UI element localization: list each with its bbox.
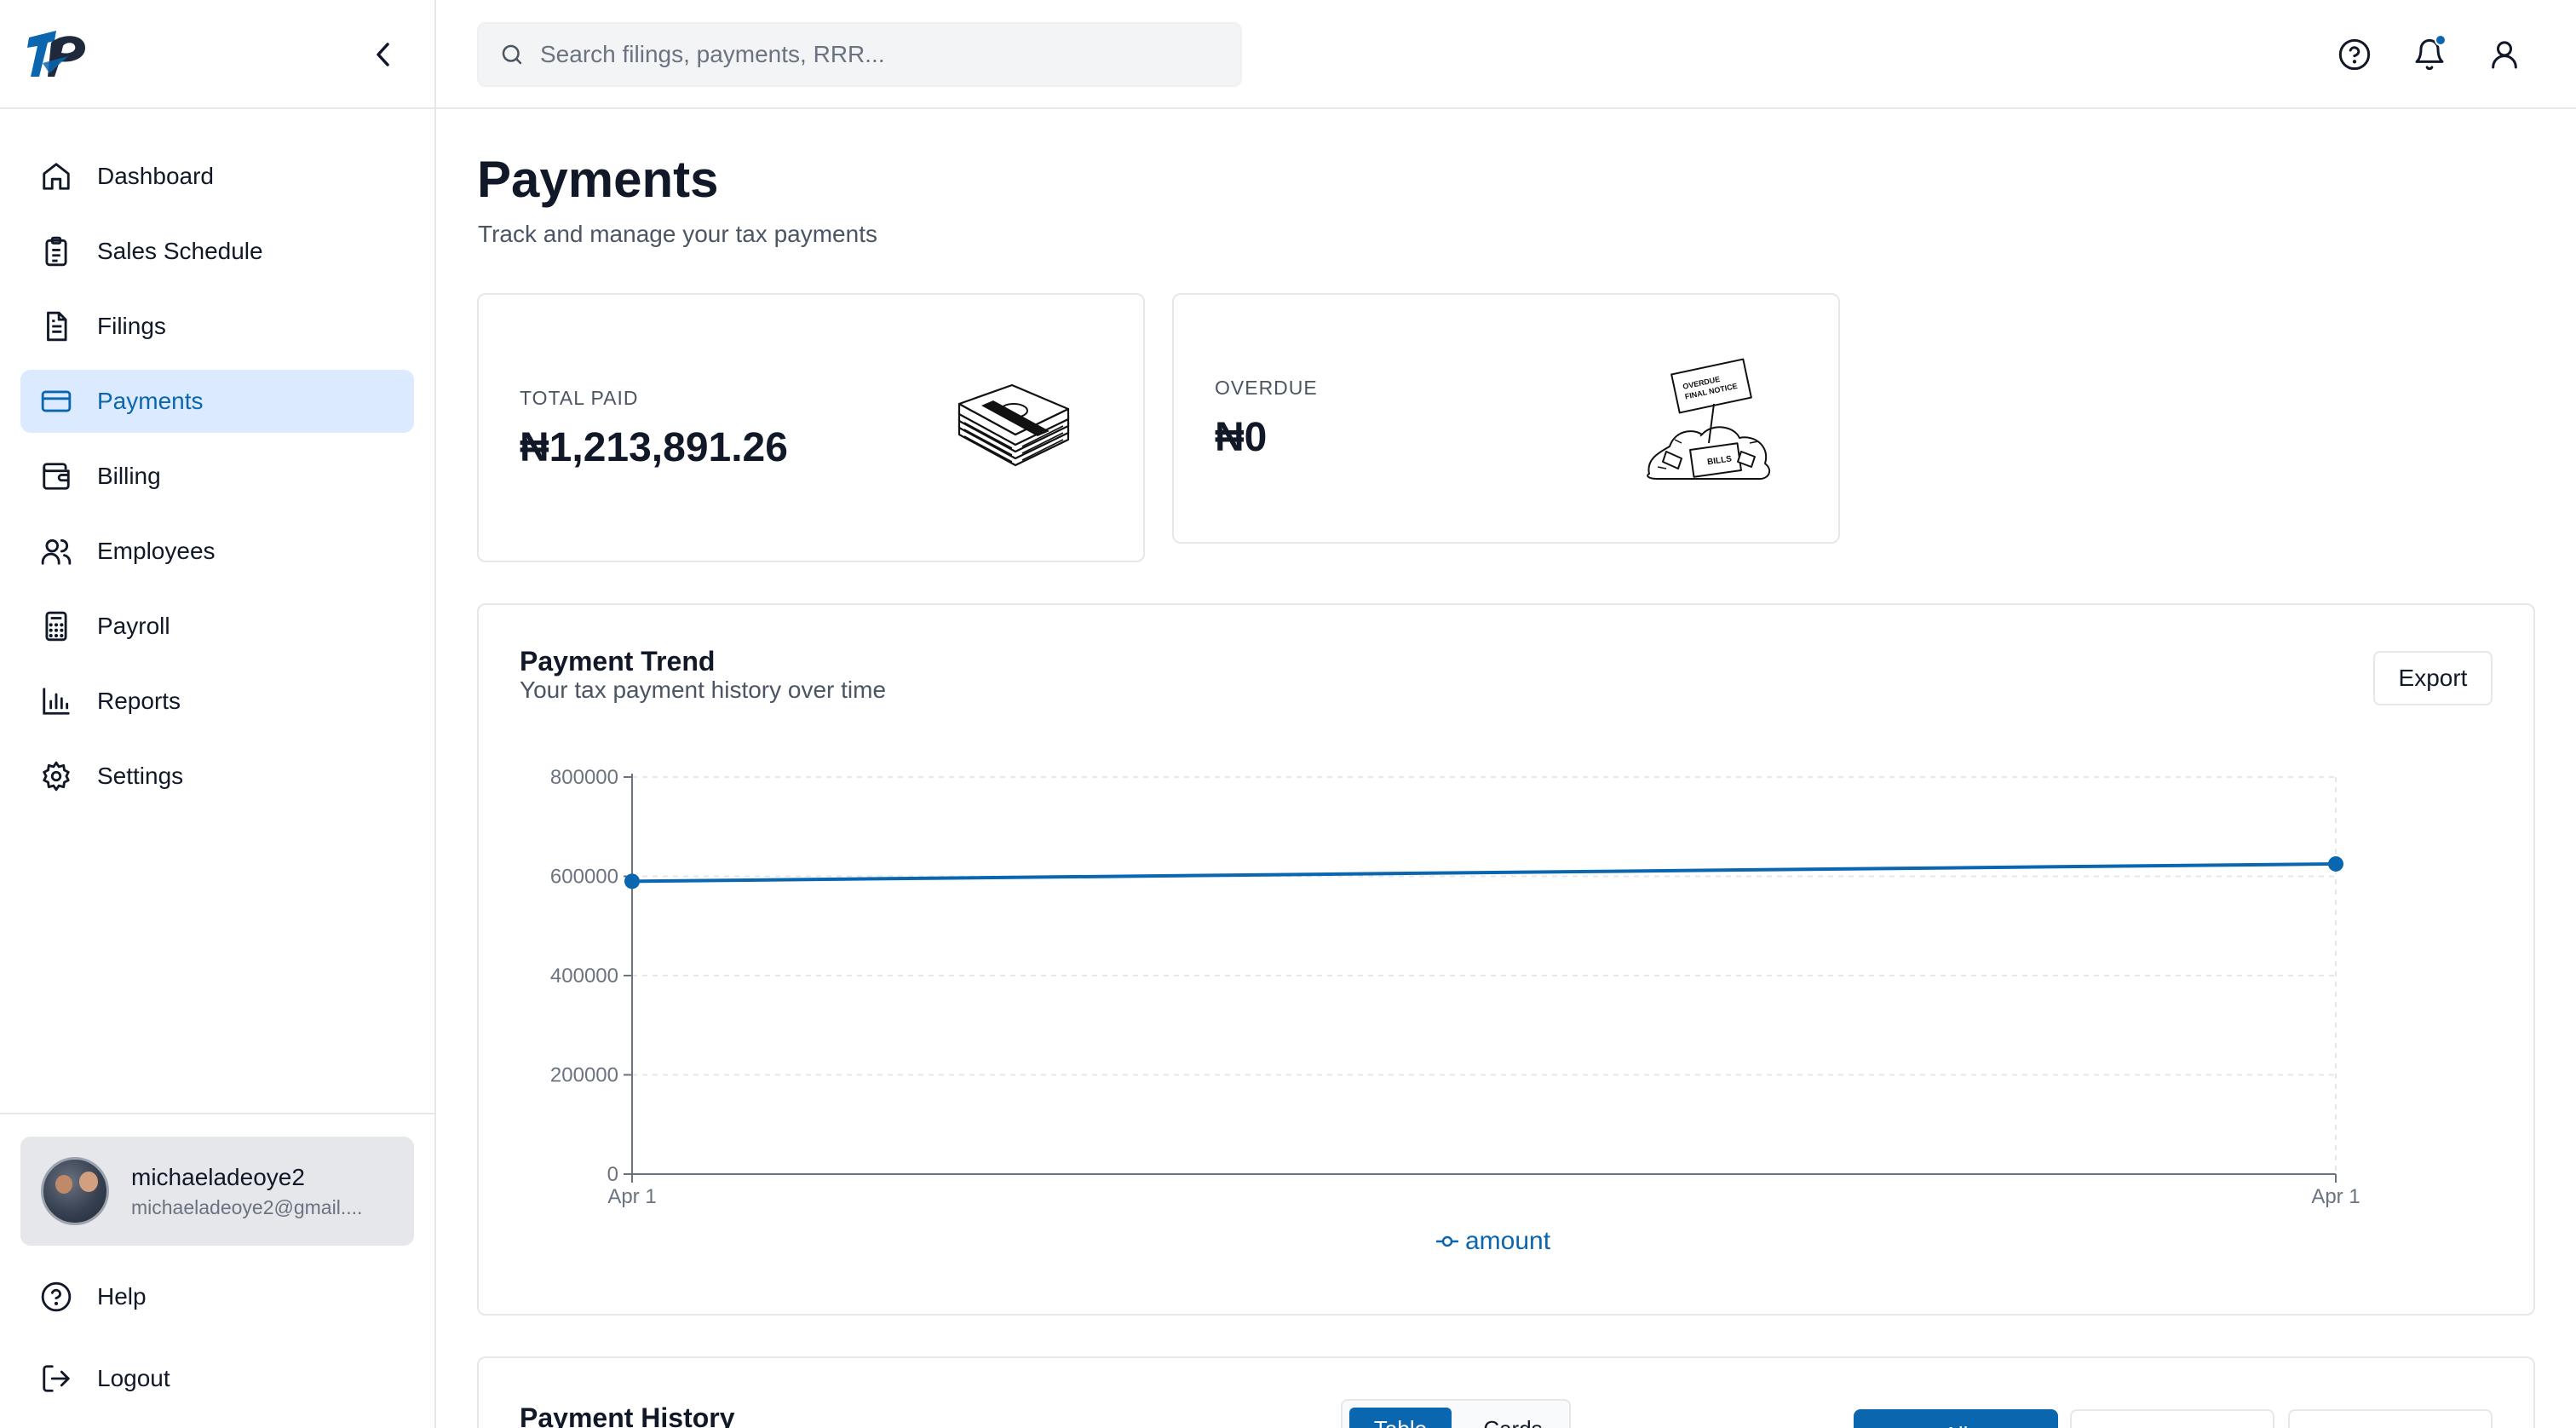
credit-card-icon [39, 384, 73, 418]
wallet-icon [39, 459, 73, 493]
user-info: michaeladeoye2 michaeladeoye2@gmail.... [131, 1164, 362, 1219]
users-icon [39, 534, 73, 568]
overdue-value: ₦0 [1215, 415, 1268, 460]
bills-text: BILLS [1707, 454, 1733, 467]
series-line-amount [631, 861, 2337, 884]
logout-label: Logout [97, 1365, 170, 1391]
view-toggle-table[interactable]: Table [1349, 1408, 1452, 1428]
bell-icon [2415, 38, 2444, 71]
sidebar-item-settings[interactable]: Settings [20, 745, 414, 808]
search-input[interactable] [540, 41, 1222, 68]
y-tick-label: 400000 [550, 964, 618, 988]
y-tick-label: 600000 [550, 866, 618, 889]
collapse-sidebar-button[interactable] [368, 37, 399, 72]
view-toggle: Table Cards [1341, 1399, 1571, 1428]
y-tick-label: 800000 [550, 766, 618, 789]
sidebar-item-label: Billing [97, 463, 161, 489]
logout-icon [39, 1362, 73, 1396]
help-button[interactable] [2336, 36, 2373, 73]
export-button[interactable]: Export [2373, 651, 2493, 705]
total-paid-value: ₦1,213,891.26 [520, 425, 788, 470]
sidebar-item-sales-schedule[interactable]: Sales Schedule [20, 220, 414, 283]
sidebar-item-dashboard[interactable]: Dashboard [20, 145, 414, 208]
legend-label: amount [1465, 1227, 1551, 1255]
avatar [41, 1157, 109, 1225]
x-tick-label: Apr 1 [2311, 1185, 2360, 1208]
notifications-button[interactable] [2411, 34, 2448, 73]
data-point [2328, 855, 2343, 872]
payment-trend-card: Payment Trend Your tax payment history o… [477, 603, 2535, 1316]
chart-subtitle: Your tax payment history over time [520, 677, 887, 703]
history-title: Payment History [520, 1402, 735, 1428]
user-name: michaeladeoye2 [131, 1163, 305, 1190]
payment-trend-chart: 0 200000 400000 600000 800000 Apr 1 Apr 1 [550, 766, 2360, 1208]
sidebar-item-label: Filings [97, 313, 166, 339]
calculator-icon [39, 609, 73, 643]
help-circle-icon [2338, 38, 2371, 71]
sidebar-nav: Dashboard Sales Schedule Filings Payment… [20, 145, 414, 820]
overdue-card: OVERDUE ₦0 OVERDUEFINAL NOTICE BILLS [1172, 293, 1840, 544]
y-tick-label: 0 [607, 1163, 618, 1186]
user-icon [2492, 41, 2517, 69]
profile-button[interactable] [2486, 36, 2523, 73]
user-profile-card[interactable]: michaeladeoye2 michaeladeoye2@gmail.... [20, 1137, 414, 1246]
filter-paid-button[interactable]: Paid [2288, 1409, 2493, 1428]
total-paid-card: TOTAL PAID ₦1,213,891.26 [477, 293, 1145, 562]
app-logo[interactable] [26, 26, 90, 82]
file-text-icon [39, 309, 73, 343]
money-stack-illustration [957, 383, 1070, 467]
sidebar: Dashboard Sales Schedule Filings Payment… [0, 0, 436, 1428]
data-point [624, 873, 640, 890]
chart-legend-item[interactable]: amount [1435, 1227, 1550, 1256]
sidebar-item-label: Employees [97, 538, 216, 564]
sidebar-item-billing[interactable]: Billing [20, 445, 414, 508]
sidebar-item-label: Payments [97, 388, 204, 414]
notification-badge [2435, 34, 2447, 46]
bar-chart-icon [39, 684, 73, 718]
page-title: Payments [477, 151, 719, 208]
payment-history-card: Payment History Table Cards All Pending … [477, 1356, 2535, 1428]
gear-icon [39, 759, 73, 793]
help-label: Help [97, 1283, 147, 1310]
chevron-left-icon [377, 43, 389, 66]
help-circle-icon [39, 1280, 73, 1314]
y-tick-label: 200000 [550, 1064, 618, 1087]
clipboard-icon [39, 234, 73, 268]
view-toggle-cards[interactable]: Cards [1462, 1408, 1564, 1428]
help-link[interactable]: Help [20, 1271, 414, 1322]
sidebar-item-label: Settings [97, 763, 184, 789]
topbar [436, 0, 2576, 109]
chart-title: Payment Trend [520, 646, 716, 677]
sidebar-footer: michaeladeoye2 michaeladeoye2@gmail.... … [0, 1113, 434, 1428]
logout-link[interactable]: Logout [20, 1353, 414, 1404]
filter-pending-button[interactable]: Pending [2070, 1409, 2274, 1428]
sidebar-item-label: Dashboard [97, 163, 214, 189]
sidebar-item-reports[interactable]: Reports [20, 670, 414, 733]
filter-all-button[interactable]: All [1854, 1409, 2058, 1428]
sidebar-item-label: Payroll [97, 613, 170, 639]
home-icon [39, 159, 73, 193]
sidebar-header [0, 0, 434, 109]
user-email: michaeladeoye2@gmail.... [131, 1195, 363, 1218]
total-paid-label: TOTAL PAID [520, 387, 639, 409]
sidebar-item-label: Sales Schedule [97, 238, 263, 264]
overdue-bills-illustration: OVERDUEFINAL NOTICE BILLS [1647, 358, 1771, 480]
search-bar[interactable] [477, 22, 1242, 87]
x-tick-label: Apr 1 [607, 1185, 656, 1208]
page-subtitle: Track and manage your tax payments [478, 221, 877, 247]
sidebar-item-employees[interactable]: Employees [20, 520, 414, 583]
sidebar-item-payroll[interactable]: Payroll [20, 595, 414, 658]
sidebar-item-label: Reports [97, 688, 181, 714]
line-marker-icon [1436, 1235, 1458, 1247]
search-icon [502, 44, 522, 65]
sidebar-item-filings[interactable]: Filings [20, 295, 414, 358]
overdue-label: OVERDUE [1215, 377, 1318, 399]
sidebar-item-payments[interactable]: Payments [20, 370, 414, 433]
